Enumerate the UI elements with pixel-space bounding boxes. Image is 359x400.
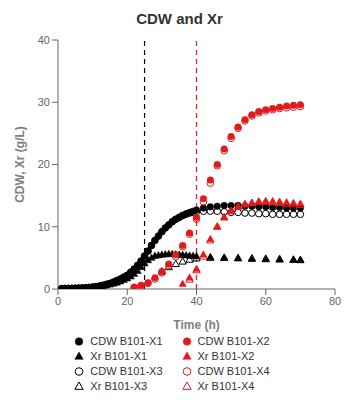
- html-text:Xr B101-X3: Xr B101-X3: [90, 380, 148, 392]
- svg-text:10: 10: [38, 221, 50, 233]
- html-text:Xr B101-X1: Xr B101-X1: [90, 350, 148, 362]
- svg-text:30: 30: [38, 96, 50, 108]
- svg-text:20: 20: [121, 295, 133, 307]
- svg-text:0: 0: [55, 295, 61, 307]
- html-text:CDW B101-X3: CDW B101-X3: [90, 365, 163, 377]
- svg-text:60: 60: [260, 295, 272, 307]
- svg-text:80: 80: [329, 295, 341, 307]
- svg-text:40: 40: [38, 34, 50, 46]
- html-text:CDW B101-X4: CDW B101-X4: [197, 365, 270, 377]
- html-text:CDW and Xr: CDW and Xr: [136, 10, 223, 27]
- html-text:Xr B101-X2: Xr B101-X2: [197, 350, 255, 362]
- html-text:CDW B101-X1: CDW B101-X1: [90, 335, 163, 347]
- svg-text:20: 20: [38, 158, 50, 170]
- svg-text:Time (h): Time (h): [173, 318, 219, 332]
- svg-text:40: 40: [190, 295, 202, 307]
- html-text:CDW B101-X2: CDW B101-X2: [197, 335, 270, 347]
- svg-text:0: 0: [44, 283, 50, 295]
- svg-text:CDW, Xr (g/L): CDW, Xr (g/L): [13, 126, 27, 203]
- html-text:Xr B101-X4: Xr B101-X4: [197, 380, 255, 392]
